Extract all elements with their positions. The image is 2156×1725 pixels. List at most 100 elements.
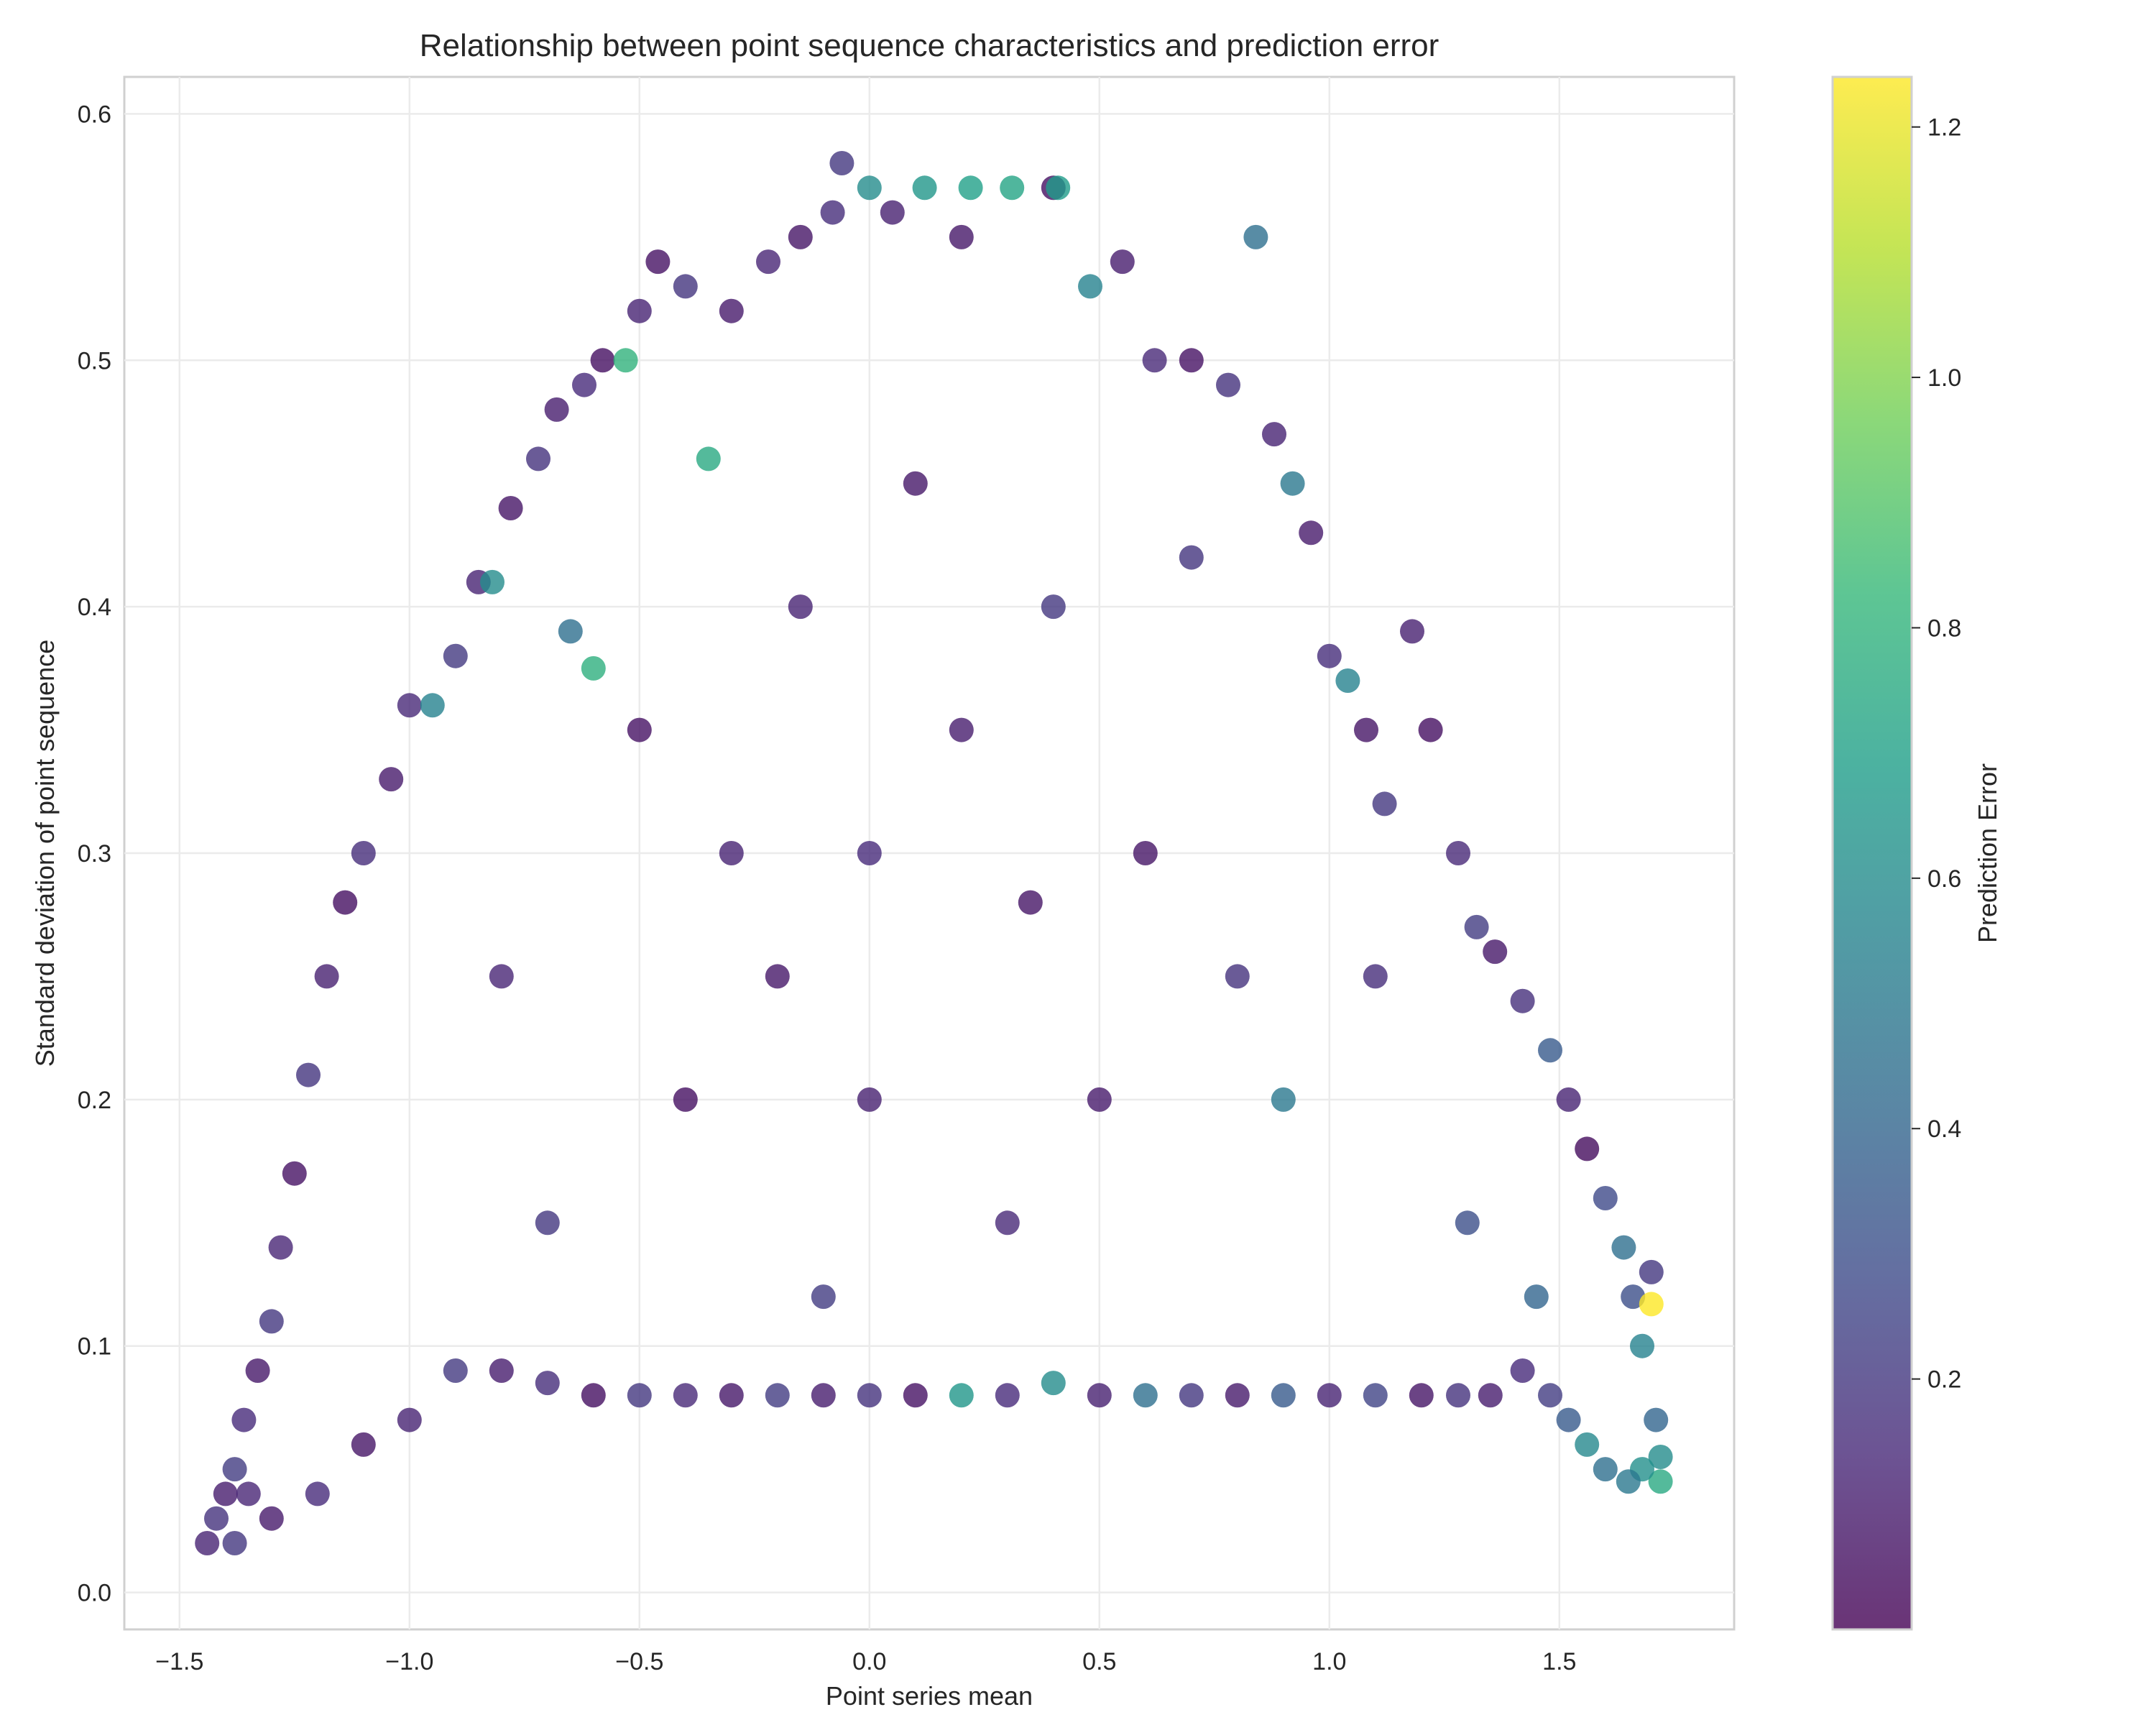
scatter-point: [333, 890, 358, 915]
scatter-point: [222, 1457, 247, 1482]
scatter-point: [1142, 348, 1167, 373]
scatter-point: [1648, 1469, 1673, 1494]
x-tick-label: 0.0: [852, 1648, 886, 1675]
x-tick-label: −1.5: [155, 1648, 203, 1675]
scatter-point: [1078, 274, 1102, 299]
scatter-point: [443, 643, 468, 668]
scatter-point: [756, 249, 780, 275]
scatter-point: [627, 298, 652, 323]
scatter-point: [1400, 619, 1424, 644]
scatter-point: [1225, 964, 1250, 989]
scatter-point: [1363, 964, 1388, 989]
y-axis-label: Standard deviation of point sequence: [30, 640, 60, 1067]
scatter-point: [719, 1383, 744, 1408]
y-tick-label: 0.4: [78, 594, 111, 621]
scatter-point: [627, 717, 652, 742]
scatter-point: [1639, 1259, 1664, 1284]
scatter-point: [1216, 372, 1240, 397]
x-tick-label: 1.0: [1312, 1648, 1346, 1675]
colorbar-tick-label: 1.2: [1927, 114, 1961, 142]
scatter-point: [558, 619, 583, 644]
scatter-point: [314, 964, 339, 989]
scatter-point: [949, 1383, 974, 1408]
scatter-point: [1418, 717, 1443, 742]
scatter-point: [443, 1358, 468, 1383]
y-tick-label: 0.1: [78, 1333, 111, 1361]
scatter-point: [1133, 1383, 1158, 1408]
scatter-point: [645, 249, 671, 275]
scatter-point: [1271, 1087, 1296, 1112]
scatter-point: [1041, 594, 1066, 620]
scatter-point: [1179, 1383, 1204, 1408]
scatter-point: [1538, 1038, 1562, 1063]
scatter-point: [397, 1407, 422, 1432]
scatter-point: [765, 1383, 790, 1408]
scatter-point: [489, 1358, 514, 1383]
scatter-point: [1317, 643, 1342, 668]
scatter-point: [351, 841, 376, 865]
scatter-point: [613, 348, 638, 373]
y-tick-label: 0.5: [78, 347, 111, 374]
scatter-point: [1593, 1457, 1618, 1482]
scatter-point: [195, 1531, 220, 1555]
scatter-point: [222, 1531, 247, 1555]
grid: [124, 77, 1734, 1629]
scatter-point: [1018, 890, 1043, 915]
scatter-point: [1354, 717, 1378, 742]
scatter-point: [1243, 224, 1268, 249]
scatter-point: [857, 1383, 882, 1408]
scatter-point: [1639, 1292, 1664, 1317]
scatter-point: [590, 348, 615, 373]
scatter-point: [912, 175, 937, 201]
scatter-point: [1575, 1432, 1600, 1457]
scatter-point: [489, 964, 514, 989]
colorbar-ticks: 0.2 0.4 0.6 0.8 1.0 1.2: [1912, 114, 1961, 1394]
scatter-point: [535, 1210, 560, 1236]
scatter-point: [1621, 1284, 1646, 1310]
scatter-point: [673, 1087, 698, 1112]
scatter-point: [296, 1062, 321, 1087]
y-tick-label: 0.3: [78, 840, 111, 868]
scatter-point: [811, 1383, 836, 1408]
x-tick-label: −0.5: [615, 1648, 663, 1675]
scatter-point: [949, 717, 974, 742]
scatter-point: [259, 1309, 284, 1334]
scatter-point: [1478, 1383, 1503, 1408]
scatter-point: [259, 1506, 284, 1531]
scatter-point: [581, 1383, 606, 1408]
scatter-point: [572, 372, 596, 397]
scatter-point: [1179, 545, 1204, 570]
colorbar-tick-label: 0.2: [1927, 1366, 1961, 1394]
scatter-point: [788, 594, 813, 620]
scatter-point: [1510, 988, 1535, 1013]
scatter-point: [1225, 1383, 1250, 1408]
scatter-point: [305, 1481, 330, 1506]
scatter-point: [1000, 175, 1025, 201]
scatter-point: [719, 841, 744, 865]
scatter-point: [949, 224, 974, 249]
scatter-point: [1317, 1383, 1342, 1408]
scatter-point: [1575, 1136, 1600, 1162]
x-axis-ticks: −1.5 −1.0 −0.5 0.0 0.5 1.0 1.5: [155, 1648, 1576, 1675]
scatter-point: [696, 446, 721, 472]
x-tick-label: −1.0: [385, 1648, 433, 1675]
scatter-point: [1446, 841, 1470, 865]
scatter-point: [420, 693, 445, 718]
colorbar: [1831, 75, 1913, 1631]
x-tick-label: 0.5: [1082, 1648, 1116, 1675]
scatter-point: [719, 298, 744, 323]
scatter-point: [397, 693, 422, 718]
scatter-point: [820, 200, 845, 225]
scatter-point: [1455, 1210, 1480, 1236]
scatter-point: [213, 1481, 238, 1506]
scatter-point: [1611, 1235, 1636, 1260]
scatter-point: [1616, 1469, 1641, 1494]
scatter-point: [1179, 348, 1204, 373]
scatter-point: [1538, 1383, 1562, 1408]
scatter-point: [1510, 1358, 1535, 1383]
scatter-point: [829, 151, 854, 175]
scatter-point: [995, 1383, 1020, 1408]
scatter-point: [1271, 1383, 1296, 1408]
scatter-point: [673, 1383, 698, 1408]
y-tick-label: 0.2: [78, 1087, 111, 1114]
